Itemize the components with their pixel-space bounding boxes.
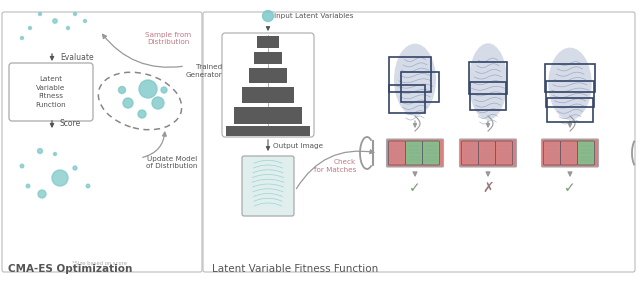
Circle shape [118,86,125,94]
Circle shape [83,19,86,23]
Text: Evaluate: Evaluate [60,53,93,63]
Circle shape [38,148,42,154]
FancyBboxPatch shape [561,141,577,165]
Text: Input Latent Variables: Input Latent Variables [274,13,353,19]
Ellipse shape [468,43,508,120]
FancyBboxPatch shape [2,12,202,272]
FancyArrowPatch shape [143,132,166,157]
Bar [401,72,439,102]
Ellipse shape [394,44,436,116]
FancyBboxPatch shape [479,141,495,165]
Text: Latent Variable Fitness Function: Latent Variable Fitness Function [212,264,378,274]
Bar [242,87,294,103]
Circle shape [67,27,70,29]
Text: *Size based on score: *Size based on score [72,261,127,266]
FancyBboxPatch shape [422,141,440,165]
Bar [547,98,593,122]
Circle shape [26,184,30,188]
FancyBboxPatch shape [460,139,516,167]
Text: ✓: ✓ [564,181,576,195]
Text: Score: Score [60,120,81,128]
Text: Trained
Generator: Trained Generator [185,64,222,78]
Text: ✗: ✗ [482,181,494,195]
Circle shape [20,37,24,39]
Circle shape [73,166,77,170]
Circle shape [152,97,164,109]
Bar [469,62,507,94]
Circle shape [123,98,133,108]
Bar [257,36,279,48]
Circle shape [74,13,77,15]
Bar [226,126,310,136]
Circle shape [20,164,24,168]
Bar [249,68,287,83]
Circle shape [38,13,42,15]
Circle shape [138,110,146,118]
Circle shape [161,87,167,93]
Text: Update Model
of Distribution: Update Model of Distribution [147,156,198,169]
FancyBboxPatch shape [9,63,93,121]
FancyBboxPatch shape [406,141,422,165]
Text: CMA-ES Optimization: CMA-ES Optimization [8,264,132,274]
FancyBboxPatch shape [461,141,479,165]
FancyBboxPatch shape [543,141,561,165]
Circle shape [262,11,273,21]
Circle shape [52,170,68,186]
Bar [389,57,431,92]
Text: Check
for Matches: Check for Matches [314,160,356,172]
Text: Latent
Variable
Fitness
Function: Latent Variable Fitness Function [36,76,67,108]
Ellipse shape [548,48,592,120]
Text: ✓: ✓ [409,181,421,195]
FancyBboxPatch shape [242,156,294,216]
Text: Sample from
Distribution: Sample from Distribution [145,33,191,45]
FancyArrowPatch shape [296,150,374,189]
Bar [546,81,594,107]
FancyArrowPatch shape [102,34,182,67]
FancyBboxPatch shape [577,141,595,165]
Circle shape [38,190,46,198]
Text: Output Image: Output Image [273,143,323,149]
Circle shape [29,27,31,29]
Circle shape [86,184,90,188]
FancyBboxPatch shape [495,141,513,165]
Circle shape [139,80,157,98]
FancyBboxPatch shape [388,141,406,165]
Circle shape [52,19,57,23]
Bar [389,85,425,113]
Bar [545,64,595,92]
FancyBboxPatch shape [387,139,444,167]
FancyBboxPatch shape [203,12,635,272]
Bar [234,107,302,124]
Bar [254,52,282,64]
FancyBboxPatch shape [541,139,598,167]
Bar [470,82,506,110]
Circle shape [54,152,56,156]
